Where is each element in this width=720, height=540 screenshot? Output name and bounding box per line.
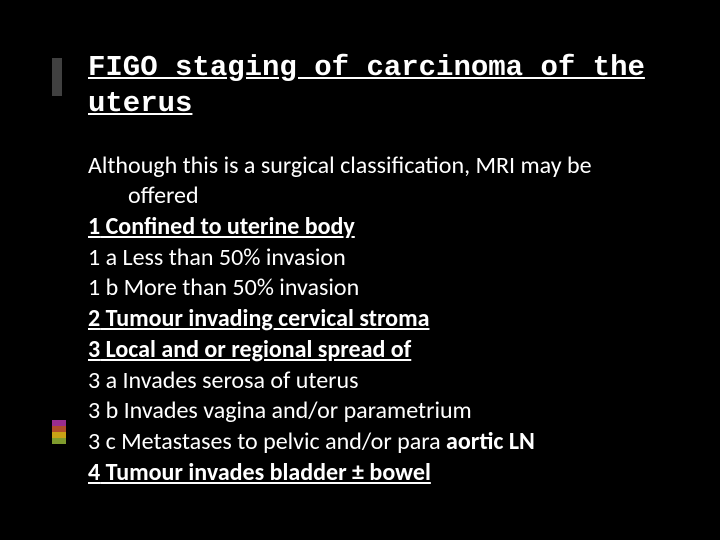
- title-accent-bar: [52, 58, 62, 96]
- stage-3c: 3 c Metastases to pelvic and/or para aor…: [88, 427, 660, 458]
- stage-2-label: Tumour invading cervical stroma: [100, 304, 429, 333]
- stage-3-number: 3: [88, 335, 100, 364]
- slide-body: Although this is a surgical classificati…: [80, 151, 660, 489]
- stage-3-label: Local and or regional spread of: [100, 335, 411, 364]
- stage-4-number: 4: [88, 458, 100, 487]
- stage-2-header: 2 Tumour invading cervical stroma: [88, 304, 660, 335]
- stage-1-number: 1: [88, 212, 100, 241]
- stage-3c-tail: aortic LN: [446, 427, 535, 456]
- body-line-intro-1: Although this is a surgical classificati…: [88, 151, 660, 182]
- stage-4-label: Tumour invades bladder ± bowel: [100, 458, 431, 487]
- body-line-intro-2: offered: [88, 181, 660, 212]
- stage-3a: 3 a Invades serosa of uterus: [88, 366, 660, 397]
- stage-1-header: 1 Confined to uterine body: [88, 212, 660, 243]
- slide: FIGO staging of carcinoma of the uterus …: [0, 0, 720, 540]
- accent-swatch-4: [52, 438, 66, 444]
- stage-3-header: 3 Local and or regional spread of: [88, 335, 660, 366]
- slide-title: FIGO staging of carcinoma of the uterus: [80, 50, 660, 123]
- stage-1a: 1 a Less than 50% invasion: [88, 243, 660, 274]
- stage-2-number: 2: [88, 304, 100, 333]
- stage-3c-text: 3 c Metastases to pelvic and/or para: [88, 427, 446, 456]
- accent-color-stack: [52, 420, 66, 444]
- stage-3b: 3 b Invades vagina and/or parametrium: [88, 396, 660, 427]
- stage-1b: 1 b More than 50% invasion: [88, 273, 660, 304]
- stage-4-header: 4 Tumour invades bladder ± bowel: [88, 458, 660, 489]
- stage-1-label: Confined to uterine body: [100, 212, 355, 241]
